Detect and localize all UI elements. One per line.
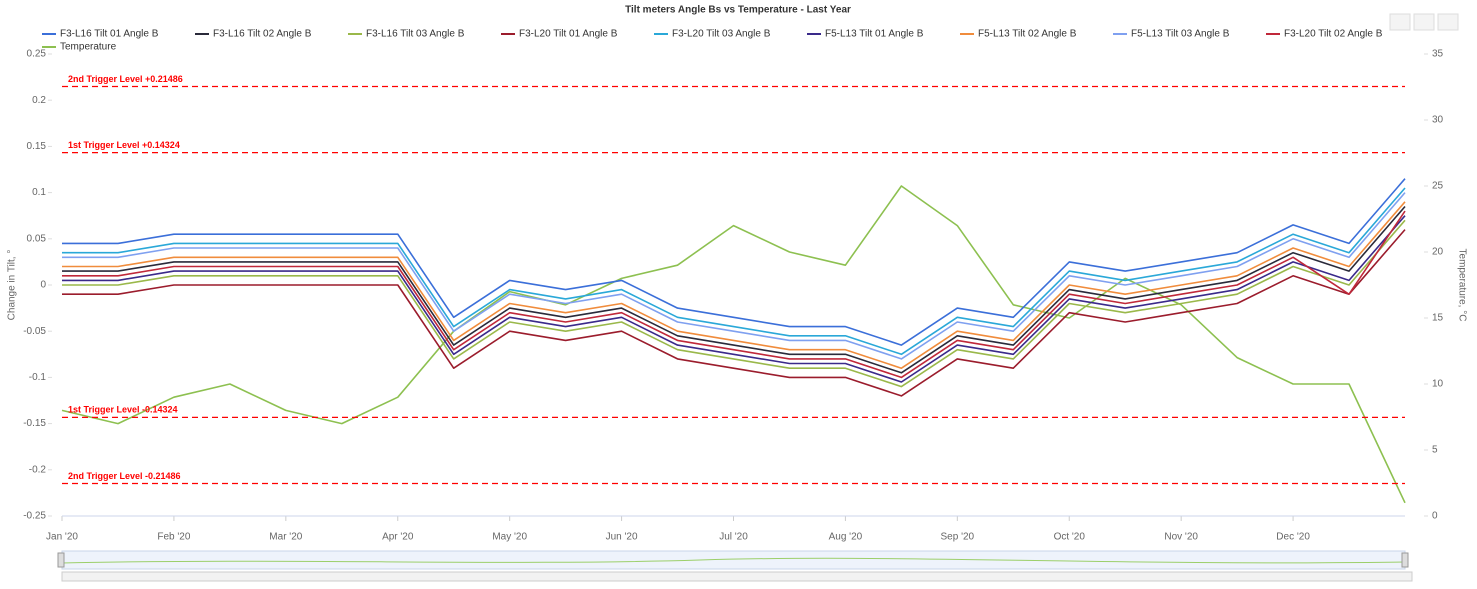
- y2-tick-label: 10: [1432, 379, 1444, 390]
- series-line: [62, 215, 1406, 383]
- x-tick-label: Jun '20: [606, 532, 638, 543]
- y-tick-label: -0.25: [23, 511, 46, 522]
- y2-tick-label: 25: [1432, 181, 1444, 192]
- series-line: [62, 187, 1406, 356]
- series-line: [62, 192, 1406, 360]
- series-line: [62, 201, 1406, 369]
- y2-tick-label: 30: [1432, 115, 1444, 126]
- legend-label[interactable]: F3-L16 Tilt 02 Angle B: [213, 29, 312, 40]
- series-line: [61, 185, 1406, 504]
- series-line: [62, 205, 1406, 374]
- y-tick-label: 0.05: [27, 233, 47, 244]
- chart-title: Tilt meters Angle Bs vs Temperature - La…: [625, 5, 851, 16]
- y2-tick-label: 15: [1432, 313, 1444, 324]
- toolbar: [1389, 13, 1459, 31]
- legend-label[interactable]: F5-L13 Tilt 02 Angle B: [978, 29, 1077, 40]
- navigator-window[interactable]: [61, 550, 1406, 570]
- trigger-label: 1st Trigger Level +0.14324: [68, 140, 180, 150]
- x-tick-label: Jul '20: [719, 532, 748, 543]
- y-tick-label: 0: [40, 280, 46, 291]
- legend-label[interactable]: F3-L16 Tilt 03 Angle B: [366, 29, 465, 40]
- scrollbar[interactable]: [61, 571, 1413, 582]
- tool-button[interactable]: [1413, 13, 1435, 31]
- y-tick-label: 0.25: [27, 49, 47, 60]
- legend-label[interactable]: F3-L20 Tilt 02 Angle B: [1284, 29, 1383, 40]
- x-tick-label: Nov '20: [1164, 532, 1198, 543]
- y-tick-label: -0.05: [23, 326, 46, 337]
- trigger-label: 1st Trigger Level -0.14324: [68, 405, 178, 415]
- x-tick-label: Dec '20: [1276, 532, 1310, 543]
- navigator-handle[interactable]: [57, 552, 65, 568]
- legend-label[interactable]: Temperature: [60, 42, 117, 53]
- legend-label[interactable]: F3-L16 Tilt 01 Angle B: [60, 29, 159, 40]
- x-tick-label: Feb '20: [157, 532, 190, 543]
- navigator-handle[interactable]: [1401, 552, 1409, 568]
- trigger-label: 2nd Trigger Level -0.21486: [68, 471, 181, 481]
- tool-button[interactable]: [1389, 13, 1411, 31]
- series-line: [62, 210, 1406, 379]
- y-tick-label: 0.15: [27, 141, 47, 152]
- series-line: [62, 219, 1406, 388]
- y2-tick-label: 5: [1432, 445, 1438, 456]
- legend-label[interactable]: F3-L20 Tilt 03 Angle B: [672, 29, 771, 40]
- x-tick-label: Sep '20: [941, 532, 975, 543]
- y2-axis-title: Temperature, °C: [1456, 249, 1467, 322]
- x-tick-label: Mar '20: [269, 532, 302, 543]
- y2-tick-label: 35: [1432, 49, 1444, 60]
- x-tick-label: May '20: [492, 532, 527, 543]
- x-tick-label: Oct '20: [1054, 532, 1086, 543]
- navigator: [57, 550, 1413, 582]
- tool-button[interactable]: [1437, 13, 1459, 31]
- x-tick-label: Apr '20: [382, 532, 414, 543]
- navigator-line: [61, 557, 1406, 564]
- legend-label[interactable]: F5-L13 Tilt 03 Angle B: [1131, 29, 1230, 40]
- y-tick-label: -0.1: [29, 372, 47, 383]
- trigger-label: 2nd Trigger Level +0.21486: [68, 74, 183, 84]
- y-tick-label: 0.2: [32, 95, 46, 106]
- legend-label[interactable]: F3-L20 Tilt 01 Angle B: [519, 29, 618, 40]
- y2-tick-label: 0: [1432, 511, 1438, 522]
- y-tick-label: -0.2: [29, 464, 47, 475]
- series-line: [62, 178, 1406, 346]
- y-tick-label: 0.1: [32, 187, 46, 198]
- y-tick-label: -0.15: [23, 418, 46, 429]
- series-line: [62, 229, 1406, 397]
- y2-tick-label: 20: [1432, 247, 1444, 258]
- x-tick-label: Aug '20: [829, 532, 863, 543]
- x-tick-label: Jan '20: [46, 532, 78, 543]
- legend-label[interactable]: F5-L13 Tilt 01 Angle B: [825, 29, 924, 40]
- y-axis-title: Change in Tilt, °: [7, 250, 18, 321]
